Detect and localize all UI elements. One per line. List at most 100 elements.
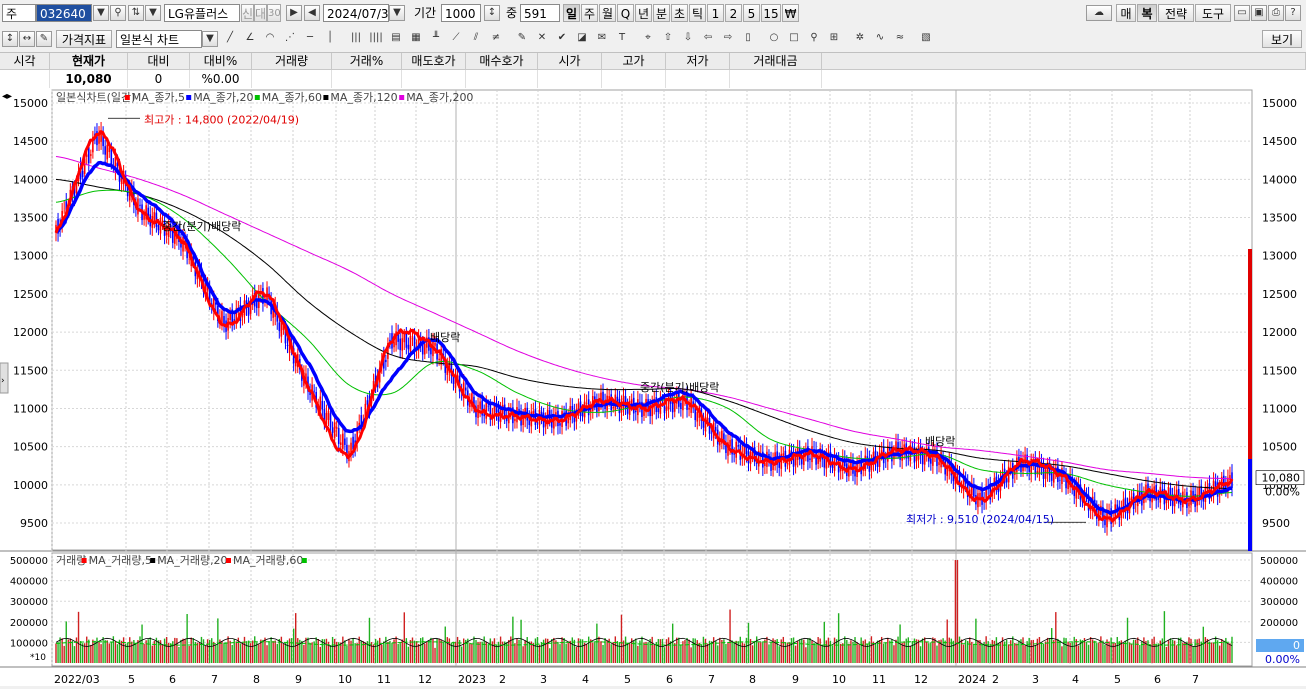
x-axis-label: 2024	[958, 673, 986, 686]
sort-icon[interactable]: ⇅	[128, 5, 144, 21]
next-icon[interactable]: ▶	[286, 5, 302, 21]
price-tick-right: 13500	[1262, 212, 1297, 225]
cursor-icon[interactable]: ⌖	[645, 32, 651, 43]
arc-tool-icon[interactable]: ◠	[265, 32, 275, 43]
scroll-lr-icon[interactable]: ↔	[19, 31, 35, 47]
quote-header-filler	[822, 53, 1306, 70]
period-input[interactable]: 1000	[441, 4, 481, 22]
bars-icon[interactable]: ╨	[432, 32, 440, 43]
stock-code-input[interactable]: 032640	[36, 4, 92, 22]
interval-button[interactable]: 15	[761, 4, 781, 22]
price-tick-right: 11500	[1262, 364, 1297, 377]
table-icon[interactable]: ▤	[391, 32, 401, 43]
text-icon[interactable]: T	[618, 32, 626, 43]
code-dropdown-icon[interactable]: ▼	[93, 5, 109, 21]
price-tick-right: 10500	[1262, 441, 1297, 454]
save-icon[interactable]: ▣	[1251, 5, 1267, 21]
quote-header: 매수호가	[466, 53, 538, 70]
settings-icon[interactable]: ✲	[855, 32, 865, 43]
down-arrow-icon[interactable]: ⇩	[683, 32, 693, 43]
table2-icon[interactable]: ▦	[411, 32, 421, 43]
right-toolbar-button[interactable]: 매	[1116, 4, 1136, 22]
print-icon[interactable]: ⎙	[1268, 5, 1284, 21]
image-icon[interactable]: ▧	[921, 32, 931, 43]
interval-button[interactable]: 주	[581, 4, 598, 22]
parallel-icon[interactable]: ≠	[491, 32, 501, 43]
right-toolbar-button[interactable]: 복	[1137, 4, 1157, 22]
date-input[interactable]: 2024/07/31	[323, 4, 389, 22]
interval-button[interactable]: 분	[653, 4, 670, 22]
volume-tick-right: 500000	[1260, 556, 1298, 567]
marker-icon[interactable]: ◪	[577, 32, 587, 43]
cloud-icon[interactable]: ☁	[1086, 5, 1112, 21]
prev-icon[interactable]: ◀	[304, 5, 320, 21]
hline-tool-icon[interactable]: ─	[306, 32, 314, 43]
price-tick-left: 10500	[13, 441, 48, 454]
interval-button[interactable]: 틱	[689, 4, 706, 22]
interval-button[interactable]: ₩	[782, 4, 799, 22]
volume-unit-label: *10	[30, 653, 46, 663]
volume-tick-left: 200000	[10, 618, 48, 629]
folder-icon[interactable]: ▭	[1234, 5, 1250, 21]
interval-button[interactable]: 일	[563, 4, 580, 22]
calendar-dropdown-icon[interactable]: ▼	[389, 5, 405, 21]
price-tick-right: 14000	[1262, 173, 1297, 186]
quote-header: 대비%	[190, 53, 252, 70]
x-axis-label: 5	[128, 673, 135, 686]
left-arrow-icon[interactable]: ⇦	[703, 32, 713, 43]
chart-area[interactable]: 15000 15000 14500 14500 14000 14000 13500 13500…	[0, 89, 1306, 686]
interval-button[interactable]: Q	[617, 4, 634, 22]
market-select[interactable]: 주	[2, 4, 36, 22]
note-icon[interactable]: ✉	[597, 32, 607, 43]
fan-tool-icon[interactable]: ⋰	[285, 32, 295, 43]
chart-type-dropdown-icon[interactable]: ▼	[202, 31, 218, 47]
grid-a-icon[interactable]: |||	[350, 32, 362, 43]
cross-icon[interactable]: ✕	[537, 32, 547, 43]
quote-header: 거래량	[252, 53, 332, 70]
rate-button[interactable]: 30	[267, 4, 281, 22]
pencil-icon[interactable]: ✎	[517, 32, 527, 43]
vline-tool-icon[interactable]: │	[326, 32, 334, 43]
volume-ma60-line	[55, 641, 1233, 646]
count-input[interactable]: 591	[520, 4, 560, 22]
margin-button[interactable]: 대	[254, 4, 267, 22]
trend-icon[interactable]: ⟋	[452, 32, 460, 43]
right-toolbar-button[interactable]: 전략	[1158, 4, 1194, 22]
right-toolbar-button[interactable]: 도구	[1195, 4, 1231, 22]
chart-svg[interactable]: 15000 15000 14500 14500 14000 14000 13500 13500…	[0, 89, 1306, 686]
wave2-icon[interactable]: ≈	[895, 32, 905, 43]
circle-icon[interactable]: ○	[769, 32, 779, 43]
credit-button[interactable]: 신	[241, 4, 254, 22]
line-tool-icon[interactable]: ╱	[226, 32, 234, 43]
help-icon[interactable]: ?	[1285, 5, 1301, 21]
doc-icon[interactable]: ▯	[745, 32, 751, 43]
rect-icon[interactable]: □	[789, 32, 799, 43]
list-dropdown-icon[interactable]: ▼	[145, 5, 161, 21]
channel-icon[interactable]: ⫽	[473, 32, 479, 43]
mark-icon[interactable]: ✔	[557, 32, 567, 43]
updown-icon[interactable]: ↕	[2, 31, 18, 47]
interval-button[interactable]: 년	[635, 4, 652, 22]
main-toolbar: 주 032640 ▼ ⚲ ⇅ ▼ LG유플러스 신 대 30 ▶ ◀ 2024/…	[0, 0, 1306, 27]
zoom-area-icon[interactable]: ⊞	[829, 32, 839, 43]
right-arrow-icon[interactable]: ⇨	[723, 32, 733, 43]
grid-b-icon[interactable]: ||||	[369, 32, 383, 43]
interval-button[interactable]: 5	[743, 4, 760, 22]
view-button[interactable]: 보기	[1262, 30, 1302, 48]
price-tick-right: 11000	[1262, 402, 1297, 415]
interval-button[interactable]: 초	[671, 4, 688, 22]
up-arrow-icon[interactable]: ⇧	[663, 32, 673, 43]
search-icon[interactable]: ⚲	[110, 5, 126, 21]
edit-icon[interactable]: ✎	[36, 31, 52, 47]
x-axis-label: 6	[1154, 673, 1161, 686]
interval-button[interactable]: 2	[725, 4, 742, 22]
angle-tool-icon[interactable]: ∠	[245, 32, 255, 43]
interval-button[interactable]: 월	[599, 4, 616, 22]
ma-line-1	[54, 130, 1234, 523]
period-spin-icon[interactable]: ↕	[484, 5, 500, 21]
chart-type-select[interactable]: 일본식 차트	[116, 30, 202, 48]
zoom-icon[interactable]: ⚲	[810, 32, 818, 43]
price-indicator-button[interactable]: 가격지표	[56, 30, 112, 48]
interval-button[interactable]: 1	[707, 4, 724, 22]
wave-icon[interactable]: ∿	[875, 32, 885, 43]
